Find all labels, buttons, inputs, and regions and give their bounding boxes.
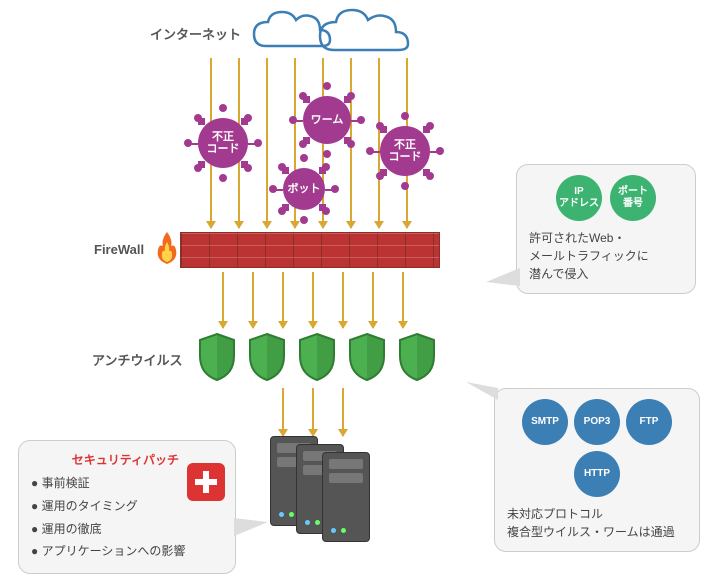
callout-arrow bbox=[466, 382, 498, 400]
cloud-icon bbox=[246, 6, 416, 66]
virus-icon: ワーム bbox=[303, 96, 351, 144]
badge-port: ポート 番号 bbox=[610, 175, 656, 221]
callout-firewall-text: 許可されたWeb・ メールトラフィックに 潜んで侵入 bbox=[529, 229, 683, 283]
virus-icon: 不正 コード bbox=[198, 118, 248, 168]
badge-smtp: SMTP bbox=[522, 399, 568, 445]
shield-icon bbox=[246, 332, 288, 382]
callout-firewall: IP アドレス ポート 番号 許可されたWeb・ メールトラフィックに 潜んで侵… bbox=[516, 164, 696, 294]
badge-http: HTTP bbox=[574, 451, 620, 497]
shield-icon bbox=[346, 332, 388, 382]
callout-arrow bbox=[486, 268, 520, 288]
shield-icon bbox=[296, 332, 338, 382]
badge-ftp: FTP bbox=[626, 399, 672, 445]
server-icon bbox=[322, 452, 370, 542]
antivirus-label: アンチウイルス bbox=[92, 350, 182, 369]
shield-icon bbox=[396, 332, 438, 382]
patch-icon bbox=[187, 463, 225, 501]
firewall-label: FireWall bbox=[94, 242, 144, 257]
list-item: アプリケーションへの影響 bbox=[31, 540, 223, 563]
callout-antivirus: SMTP POP3 FTP HTTP 未対応プロトコル 複合型ウイルス・ワームは… bbox=[494, 388, 700, 552]
badge-pop3: POP3 bbox=[574, 399, 620, 445]
flame-icon bbox=[156, 232, 178, 264]
virus-icon: 不正 コード bbox=[380, 126, 430, 176]
callout-antivirus-text: 未対応プロトコル 複合型ウイルス・ワームは通過 bbox=[507, 505, 687, 541]
virus-icon: ボット bbox=[283, 168, 325, 210]
callout-arrow bbox=[234, 518, 268, 538]
callout-patch: セキュリティパッチ 事前検証 運用のタイミング 運用の徹底 アプリケーションへの… bbox=[18, 440, 236, 574]
list-item: 運用の徹底 bbox=[31, 518, 223, 541]
badge-ip: IP アドレス bbox=[556, 175, 602, 221]
firewall-icon bbox=[180, 232, 440, 268]
internet-label: インターネット bbox=[150, 24, 241, 43]
shield-icon bbox=[196, 332, 238, 382]
